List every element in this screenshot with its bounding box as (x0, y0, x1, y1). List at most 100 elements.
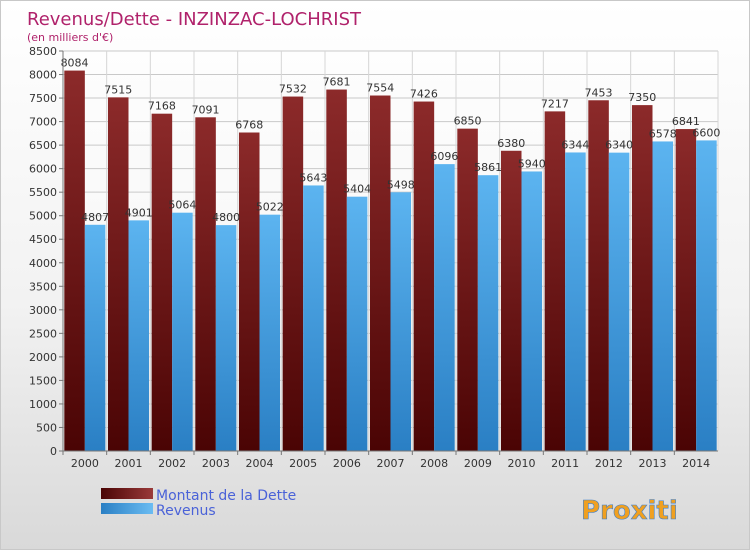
legend-label-revenus: Revenus (156, 503, 216, 519)
data-label-dette: 7681 (323, 76, 351, 89)
data-label-dette: 7453 (585, 86, 613, 99)
bar-dette (64, 70, 85, 451)
data-label-revenus: 4800 (212, 211, 240, 224)
y-tick-label: 8000 (29, 69, 57, 82)
x-tick-label: 2001 (115, 457, 143, 470)
x-tick-label: 2012 (595, 457, 623, 470)
y-tick-label: 6000 (29, 163, 57, 176)
data-label-dette: 6380 (497, 137, 525, 150)
data-labels-layer: 8084 4807 7515 4901 7168 5064 7091 4800 6768 5022… (61, 57, 721, 225)
bar-revenus (346, 196, 368, 451)
bar-dette (326, 89, 347, 452)
legend-label-debt: Montant de la Dette (156, 488, 296, 504)
y-tick-label: 3500 (29, 280, 57, 293)
legend: Montant de la Dette Revenus (101, 488, 296, 519)
data-label-revenus: 6600 (692, 126, 720, 139)
bar-dette (631, 105, 653, 451)
data-label-dette: 7168 (148, 100, 176, 113)
y-tick-label: 6500 (29, 139, 57, 152)
bar-dette (238, 132, 260, 451)
x-tick-label: 2005 (289, 457, 317, 470)
y-tick-label: 7500 (29, 92, 57, 105)
bar-revenus (303, 185, 324, 451)
data-label-revenus: 6344 (561, 138, 589, 151)
bar-dette (151, 113, 173, 452)
data-label-dette: 7554 (366, 82, 394, 95)
x-tick-label: 2011 (551, 457, 579, 470)
y-tick-label: 1500 (29, 374, 57, 387)
y-tick-label: 2000 (29, 351, 57, 364)
bar-dette (413, 101, 435, 452)
bar-revenus (172, 212, 193, 451)
bar-revenus (565, 152, 586, 452)
y-tick-label: 4000 (29, 257, 57, 270)
bars-layer (64, 70, 717, 452)
x-tick-label: 2006 (333, 457, 361, 470)
data-label-revenus: 4901 (125, 206, 153, 219)
bar-dette (457, 128, 478, 451)
x-tick-label: 2014 (682, 457, 710, 470)
x-tick-label: 2008 (420, 457, 448, 470)
data-label-revenus: 5404 (343, 183, 371, 196)
legend-swatch-revenus (101, 503, 153, 514)
data-label-dette: 7426 (410, 88, 438, 101)
x-tick-label: 2004 (246, 457, 274, 470)
bar-revenus (390, 192, 412, 452)
bar-revenus (215, 225, 237, 451)
data-label-revenus: 6096 (430, 150, 458, 163)
bar-dette (500, 150, 522, 451)
bar-dette (369, 95, 391, 452)
bar-revenus (128, 220, 150, 451)
bar-revenus (652, 141, 674, 451)
data-label-revenus: 6578 (649, 127, 677, 140)
y-tick-label: 3000 (29, 304, 57, 317)
y-tick-label: 1000 (29, 398, 57, 411)
proxiti-logo: Proxiti (581, 496, 678, 526)
x-tick-label: 2000 (71, 457, 99, 470)
data-label-dette: 7091 (192, 103, 220, 116)
x-tick-label: 2007 (377, 457, 405, 470)
y-tick-label: 8500 (29, 45, 57, 58)
chart-title: Revenus/Dette - INZINZAC-LOCHRIST (27, 9, 362, 30)
bar-revenus (696, 140, 717, 452)
y-tick-label: 500 (36, 421, 57, 434)
bar-revenus (259, 214, 281, 451)
bar-revenus (608, 152, 630, 451)
y-tick-label: 5000 (29, 210, 57, 223)
y-tick-label: 2500 (29, 327, 57, 340)
axis-layer: 0 500 1000 1500 2000 2500 3000 3500 4000 4500 5000… (29, 45, 718, 470)
y-tick-label: 5500 (29, 186, 57, 199)
bar-revenus (477, 175, 499, 451)
chart-subtitle: (en milliers d'€) (27, 31, 113, 44)
data-label-dette: 7515 (104, 83, 132, 96)
bar-dette (675, 129, 697, 451)
data-label-dette: 7532 (279, 83, 307, 96)
data-label-revenus: 5643 (299, 171, 327, 184)
data-label-revenus: 5022 (256, 201, 284, 214)
data-label-revenus: 5498 (387, 178, 415, 191)
data-label-revenus: 6340 (605, 139, 633, 152)
bar-dette (195, 117, 216, 452)
bar-dette (588, 100, 609, 451)
x-tick-label: 2013 (639, 457, 667, 470)
data-label-dette: 6841 (672, 115, 700, 128)
data-label-revenus: 5064 (168, 199, 196, 212)
bar-dette (282, 96, 304, 451)
y-tick-label: 4500 (29, 233, 57, 246)
y-tick-label: 7000 (29, 116, 57, 129)
data-label-revenus: 4807 (81, 211, 109, 224)
data-label-revenus: 5940 (518, 157, 546, 170)
bar-revenus (84, 224, 106, 451)
data-label-dette: 8084 (61, 57, 89, 70)
x-tick-label: 2009 (464, 457, 492, 470)
data-label-revenus: 5861 (474, 161, 502, 174)
data-label-dette: 6768 (235, 119, 263, 132)
bar-dette (107, 97, 129, 452)
x-tick-label: 2010 (508, 457, 536, 470)
y-tick-label: 0 (50, 445, 57, 458)
bar-revenus (434, 164, 455, 452)
data-label-dette: 7350 (628, 91, 656, 104)
x-tick-label: 2002 (158, 457, 186, 470)
